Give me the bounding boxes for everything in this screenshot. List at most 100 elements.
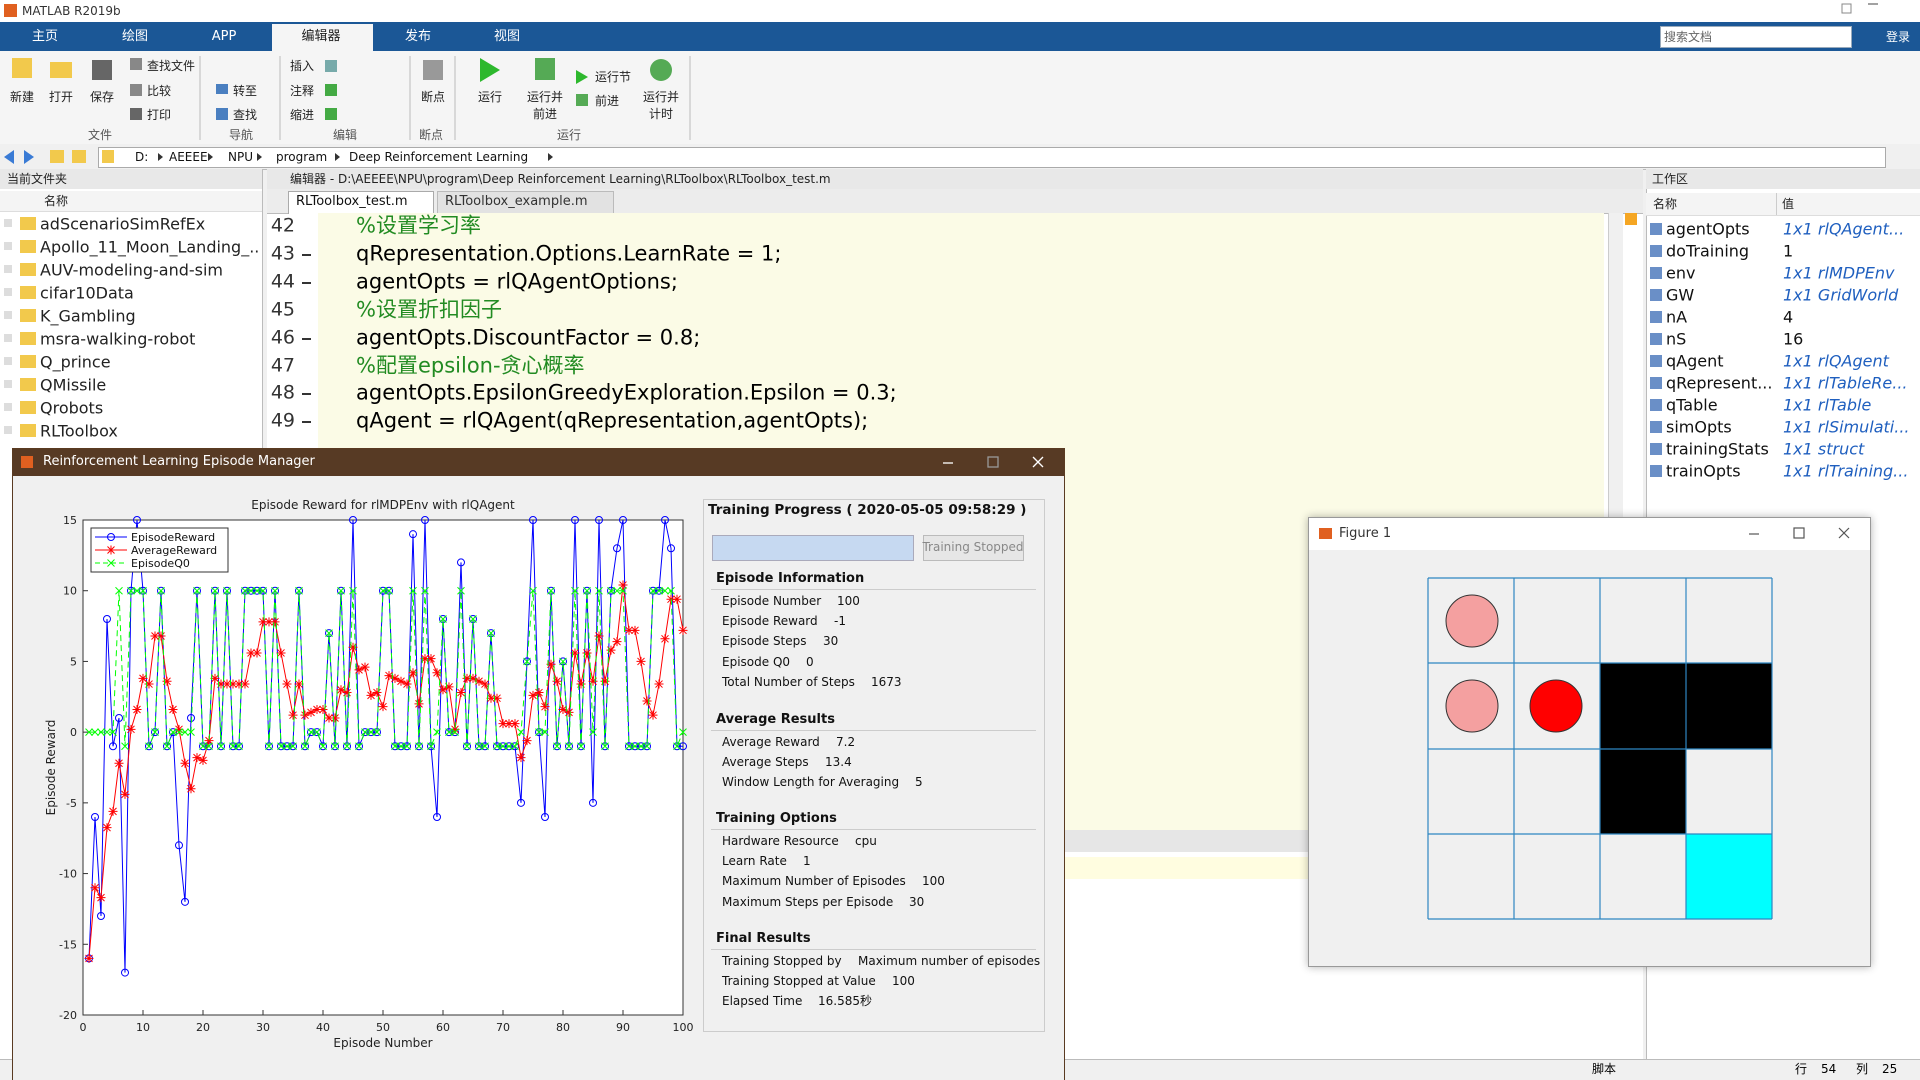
variable-name[interactable]: trainOpts (1666, 461, 1741, 481)
variable-name[interactable]: qAgent (1666, 351, 1724, 371)
ribbon-button-label[interactable]: 插入 (290, 58, 315, 73)
breadcrumb[interactable]: Deep Reinforcement Learning (349, 149, 529, 164)
marker (624, 625, 634, 635)
ribbon-tab[interactable]: 发布 (404, 29, 432, 45)
y-axis-label: Episode Reward (44, 720, 58, 816)
ribbon-button-label[interactable]: 查找文件 (147, 58, 196, 73)
marker (409, 586, 417, 595)
marker (307, 728, 315, 736)
ribbon-button-label[interactable]: 打开 (48, 89, 74, 104)
ribbon-button-label[interactable]: 比较 (147, 83, 172, 98)
marker (469, 615, 477, 623)
window-controls[interactable] (13, 449, 1064, 476)
marker (211, 586, 219, 595)
breadcrumb[interactable]: D: (135, 149, 149, 164)
breadcrumb[interactable]: program (276, 149, 328, 164)
ribbon-button-label[interactable]: 计时 (648, 106, 674, 121)
variable-name[interactable]: nA (1666, 307, 1688, 327)
folder-item[interactable]: msra-walking-robot (40, 329, 196, 349)
marker (541, 813, 549, 821)
address-field[interactable] (98, 147, 1886, 168)
ribbon-tab[interactable]: 绘图 (121, 29, 149, 45)
panel-title: 当前文件夹 (7, 171, 68, 186)
marker (193, 586, 201, 595)
folder-item[interactable]: cifar10Data (40, 283, 134, 303)
login-link[interactable]: 登录 (1886, 29, 1911, 44)
ribbon-button-label[interactable]: 查找 (233, 107, 258, 122)
line-number: 42 (270, 214, 295, 237)
ribbon-button-label[interactable]: 断点 (420, 89, 446, 104)
ribbon-tab[interactable]: APP (211, 29, 237, 45)
editor-tab-label[interactable]: RLToolbox_example.m (445, 194, 588, 210)
section-title: Episode Information (716, 571, 865, 587)
folder-item[interactable]: RLToolbox (40, 421, 118, 441)
ribbon-tab[interactable]: 视图 (493, 29, 521, 45)
variable-name[interactable]: qRepresent... (1666, 373, 1773, 393)
legend-label: EpisodeQ0 (131, 557, 190, 570)
ribbon-button-label[interactable]: 保存 (89, 89, 115, 104)
ribbon-button-label[interactable]: 运行并 (642, 89, 680, 104)
section-title: Training Options (716, 811, 837, 827)
folder-item[interactable]: Q_prince (40, 352, 111, 372)
editor-tab-label[interactable]: RLToolbox_test.m (296, 194, 408, 210)
variable-icon (1650, 267, 1662, 280)
ribbon-button-label[interactable]: 新建 (9, 89, 35, 104)
marker (457, 558, 465, 567)
folder-item[interactable]: adScenarioSimRefEx (40, 214, 206, 234)
progress-panel (703, 499, 1045, 1032)
marker (559, 657, 567, 666)
folder-item[interactable]: AUV-modeling-and-sim (40, 260, 224, 280)
marker (336, 685, 346, 695)
stop-button[interactable] (923, 535, 1024, 561)
variable-name[interactable]: env (1666, 263, 1696, 283)
marker (673, 742, 681, 751)
marker (493, 742, 501, 751)
ribbon-button-label[interactable]: 前进 (595, 93, 620, 108)
marker (115, 586, 123, 595)
marker (607, 586, 615, 595)
variable-name[interactable]: GW (1666, 285, 1695, 305)
marker (403, 742, 411, 751)
ribbon-button-label[interactable]: 注释 (290, 83, 315, 98)
ribbon-button-label[interactable]: 运行 (477, 89, 503, 104)
folder-item[interactable]: Qrobots (40, 398, 104, 418)
code-line: agentOpts = rlQAgentOptions; (356, 269, 678, 294)
ribbon-button-label[interactable]: 转至 (233, 83, 258, 98)
axes-box (82, 519, 684, 1016)
info-value: cpu (855, 833, 877, 848)
ribbon-button-label[interactable]: 运行并 (526, 89, 564, 104)
breadcrumb[interactable]: AEEEE (169, 149, 208, 164)
ribbon-button-label[interactable]: 前进 (532, 106, 558, 121)
window-title: Figure 1 (1339, 526, 1392, 542)
breadcrumb[interactable]: NPU (228, 149, 253, 164)
folder-item[interactable]: QMissile (40, 375, 107, 395)
ribbon-button-label[interactable]: 缩进 (290, 107, 315, 122)
variable-name[interactable]: nS (1666, 329, 1687, 349)
marker (168, 705, 178, 715)
marker (325, 629, 333, 637)
variable-name[interactable]: doTraining (1666, 241, 1750, 261)
ribbon-button-label[interactable]: 运行节 (595, 69, 632, 84)
variable-name[interactable]: agentOpts (1666, 219, 1750, 239)
marker (492, 693, 502, 703)
variable-name[interactable]: simOpts (1666, 417, 1732, 437)
variable-name[interactable]: trainingStats (1666, 439, 1769, 459)
marker (583, 586, 591, 595)
ribbon-tab[interactable]: 主页 (31, 29, 59, 45)
marker (186, 784, 196, 794)
marker (283, 742, 291, 751)
ribbon-tab[interactable]: 编辑器 (301, 29, 341, 45)
search-box[interactable] (1660, 26, 1852, 48)
info-value: 30 (823, 634, 839, 649)
marker (181, 728, 189, 736)
x-axis-label: Episode Number (333, 1036, 432, 1050)
marker (409, 530, 417, 539)
folder-item[interactable]: Apollo_11_Moon_Landing_... (40, 237, 258, 257)
agent-marker (1445, 679, 1499, 733)
variable-name[interactable]: qTable (1666, 395, 1718, 415)
ribbon-button-label[interactable]: 打印 (147, 107, 172, 122)
variable-value: 1x1 rlSimulati... (1783, 417, 1910, 437)
marker (642, 696, 652, 706)
folder-item[interactable]: K_Gambling (40, 306, 136, 326)
editor-tab[interactable] (288, 191, 434, 214)
